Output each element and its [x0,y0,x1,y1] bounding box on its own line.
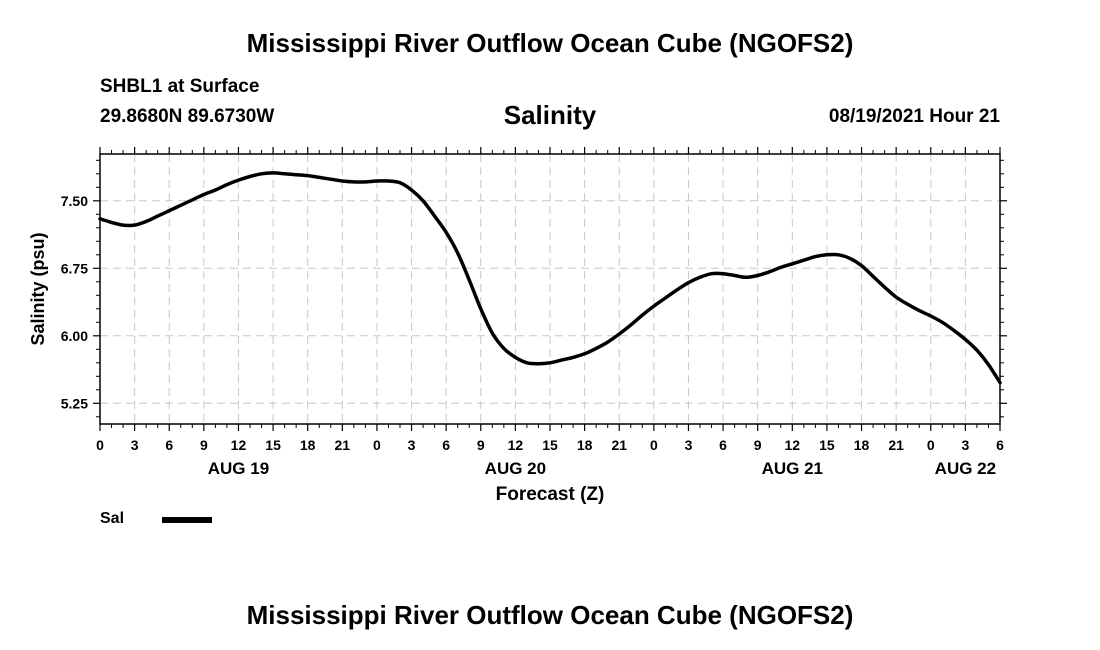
x-tick-label: 12 [785,437,801,453]
salinity-series-line [98,171,1002,385]
forecast-timestamp: 08/19/2021 Hour 21 [828,106,1000,127]
x-tick-label: 0 [927,437,935,453]
tick-labels: 0 3 6 9 12 15 18 21 0 3 6 9 12 15 18 21 0 3 6 9 12 15 18 21 0 3 6 5… [61,193,1004,478]
x-tick-label: 6 [996,437,1004,453]
x-tick-label: 3 [961,437,969,453]
station-coordinates: 29.8680N 89.6730W [100,106,275,127]
chart-title: Mississippi River Outflow Ocean Cube (NG… [246,28,854,58]
x-tick-label: 15 [819,437,835,453]
x-tick-label: 9 [477,437,485,453]
x-tick-label: 3 [131,437,139,453]
x-tick-label: 15 [265,437,281,453]
y-tick-label: 6.75 [61,260,88,276]
x-tick-label: 3 [408,437,416,453]
x-tick-label: 21 [888,437,904,453]
x-tick-label: 18 [577,437,593,453]
date-label: AUG 21 [762,459,823,478]
legend-label: Sal [100,510,125,527]
x-tick-label: 0 [96,437,104,453]
station-label: SHBL1 at Surface [100,76,260,97]
grid-lines [100,154,1000,424]
x-tick-label: 9 [200,437,208,453]
legend-swatch [162,517,212,523]
x-tick-label: 21 [335,437,351,453]
x-tick-label: 9 [754,437,762,453]
date-label: AUG 22 [935,459,996,478]
variable-title: Salinity [503,100,597,130]
footer-title: Mississippi River Outflow Ocean Cube (NG… [246,600,854,630]
x-tick-label: 21 [611,437,627,453]
x-tick-label: 0 [650,437,658,453]
x-axis-label: Forecast (Z) [496,484,605,505]
date-label: AUG 20 [485,459,546,478]
date-label: AUG 19 [208,459,269,478]
x-tick-label: 12 [508,437,524,453]
x-tick-label: 6 [442,437,450,453]
x-tick-label: 0 [373,437,381,453]
x-tick-label: 15 [542,437,558,453]
x-tick-label: 18 [300,437,316,453]
x-tick-label: 6 [719,437,727,453]
y-tick-label: 5.25 [61,395,88,411]
x-tick-label: 6 [165,437,173,453]
x-tick-label: 12 [231,437,247,453]
y-axis-label: Salinity (psu) [28,232,48,345]
plot-frame [99,153,1001,425]
y-tick-label: 6.00 [61,328,88,344]
y-tick-label: 7.50 [61,193,88,209]
x-tick-label: 18 [854,437,870,453]
x-tick-label: 3 [685,437,693,453]
